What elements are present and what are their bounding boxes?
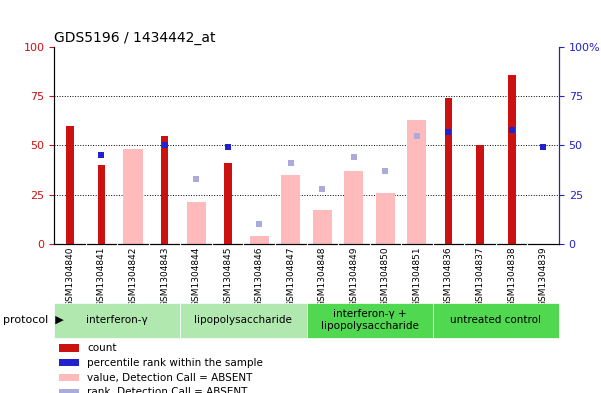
Text: GSM1304840: GSM1304840 bbox=[66, 246, 75, 307]
Bar bbox=[224, 163, 231, 244]
Bar bbox=[180, 303, 307, 338]
Bar bbox=[476, 145, 484, 244]
Bar bbox=[281, 175, 300, 244]
Bar bbox=[97, 165, 105, 244]
Bar bbox=[249, 236, 269, 244]
Text: GSM1304845: GSM1304845 bbox=[223, 246, 232, 307]
Text: GSM1304848: GSM1304848 bbox=[318, 246, 327, 307]
Text: GSM1304847: GSM1304847 bbox=[286, 246, 295, 307]
Text: GSM1304844: GSM1304844 bbox=[192, 246, 201, 307]
Text: GSM1304839: GSM1304839 bbox=[538, 246, 548, 307]
Bar bbox=[54, 303, 180, 338]
Bar bbox=[123, 149, 142, 244]
Text: GSM1304841: GSM1304841 bbox=[97, 246, 106, 307]
Text: value, Detection Call = ABSENT: value, Detection Call = ABSENT bbox=[87, 373, 252, 383]
Text: untreated control: untreated control bbox=[450, 315, 542, 325]
Bar bbox=[344, 171, 364, 244]
Text: GSM1304842: GSM1304842 bbox=[129, 246, 138, 307]
Bar bbox=[59, 374, 79, 381]
Bar bbox=[508, 75, 516, 244]
Text: GSM1304850: GSM1304850 bbox=[381, 246, 390, 307]
Bar bbox=[59, 359, 79, 366]
Bar bbox=[59, 344, 79, 352]
Text: GSM1304849: GSM1304849 bbox=[349, 246, 358, 307]
Bar bbox=[445, 98, 453, 244]
Text: GSM1304836: GSM1304836 bbox=[444, 246, 453, 307]
Text: interferon-γ: interferon-γ bbox=[87, 315, 148, 325]
Bar bbox=[313, 210, 332, 244]
Text: GDS5196 / 1434442_at: GDS5196 / 1434442_at bbox=[54, 31, 216, 45]
Bar bbox=[376, 193, 395, 244]
Text: rank, Detection Call = ABSENT: rank, Detection Call = ABSENT bbox=[87, 387, 247, 393]
Bar bbox=[160, 136, 168, 244]
Text: GSM1304838: GSM1304838 bbox=[507, 246, 516, 307]
Text: protocol  ▶: protocol ▶ bbox=[3, 315, 64, 325]
Text: GSM1304851: GSM1304851 bbox=[412, 246, 421, 307]
Text: GSM1304837: GSM1304837 bbox=[475, 246, 484, 307]
Text: lipopolysaccharide: lipopolysaccharide bbox=[195, 315, 292, 325]
Text: GSM1304846: GSM1304846 bbox=[255, 246, 264, 307]
Text: interferon-γ +
lipopolysaccharide: interferon-γ + lipopolysaccharide bbox=[321, 310, 418, 331]
Text: GSM1304843: GSM1304843 bbox=[160, 246, 169, 307]
Bar bbox=[307, 303, 433, 338]
Bar bbox=[186, 202, 206, 244]
Bar bbox=[433, 303, 559, 338]
Text: percentile rank within the sample: percentile rank within the sample bbox=[87, 358, 263, 368]
Bar bbox=[407, 120, 427, 244]
Text: count: count bbox=[87, 343, 117, 353]
Bar bbox=[59, 389, 79, 393]
Bar bbox=[66, 126, 74, 244]
